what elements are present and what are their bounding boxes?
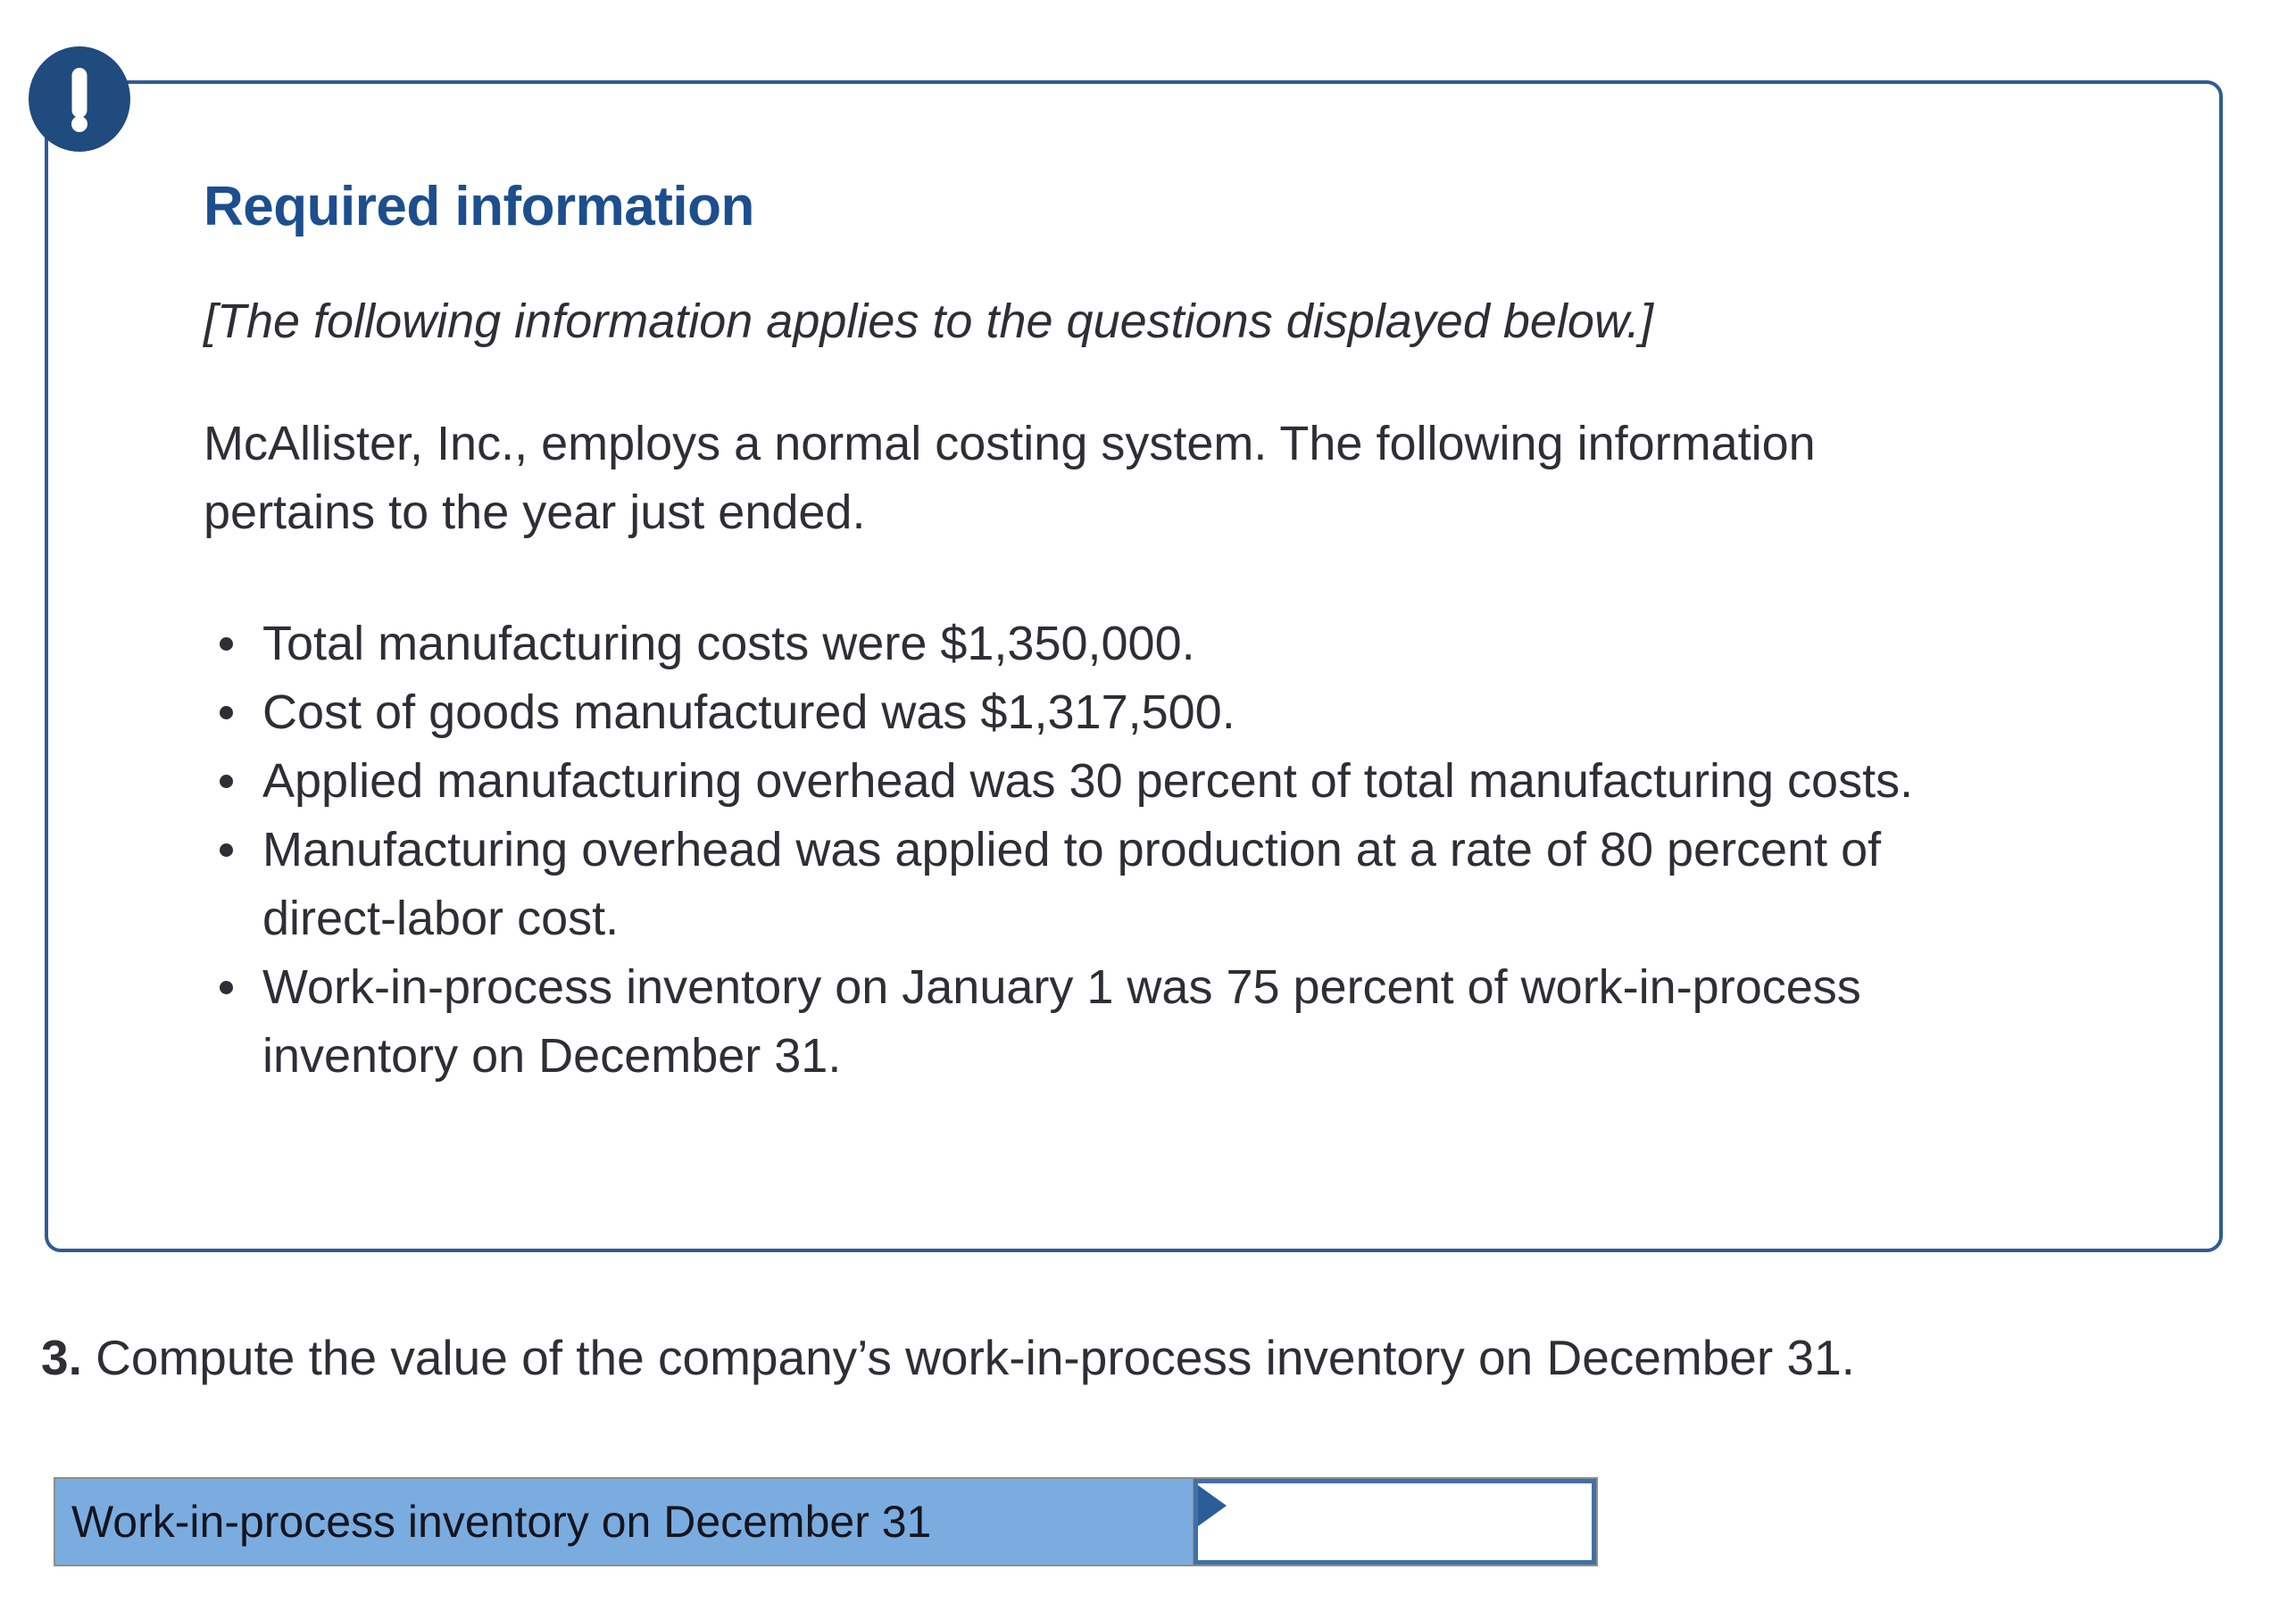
answer-input-cell[interactable] (1194, 1479, 1596, 1565)
exclamation-bar (71, 68, 87, 118)
required-information-content: Required information [The following info… (48, 84, 2219, 1091)
answer-row-label: Work-in-process inventory on December 31 (55, 1479, 1194, 1565)
bullet-item: Total manufacturing costs were $1,350,00… (220, 610, 1916, 678)
question: 3. Compute the value of the company’s wo… (41, 1326, 1855, 1389)
exclamation-icon (29, 46, 130, 152)
bullet-item: Manufacturing overhead was applied to pr… (220, 816, 1916, 953)
required-information-heading: Required information (204, 176, 754, 237)
applies-note: [The following information applies to th… (204, 295, 1653, 348)
bullet-item: Applied manufacturing overhead was 30 pe… (220, 747, 1916, 816)
answer-table-row: Work-in-process inventory on December 31 (54, 1477, 1598, 1566)
problem-paragraph: McAllister, Inc., employs a normal costi… (204, 417, 1816, 539)
info-bullet-list: Total manufacturing costs were $1,350,00… (204, 610, 2166, 1091)
answer-input[interactable] (1198, 1483, 1592, 1560)
exclamation-dot (71, 116, 87, 132)
required-information-box: Required information [The following info… (29, 46, 2223, 1252)
bullet-item: Cost of goods manufactured was $1,317,50… (220, 678, 1916, 747)
question-number: 3. (41, 1330, 82, 1385)
question-text: Compute the value of the company’s work-… (96, 1330, 1855, 1385)
bullet-item: Work-in-process inventory on January 1 w… (220, 953, 1916, 1091)
